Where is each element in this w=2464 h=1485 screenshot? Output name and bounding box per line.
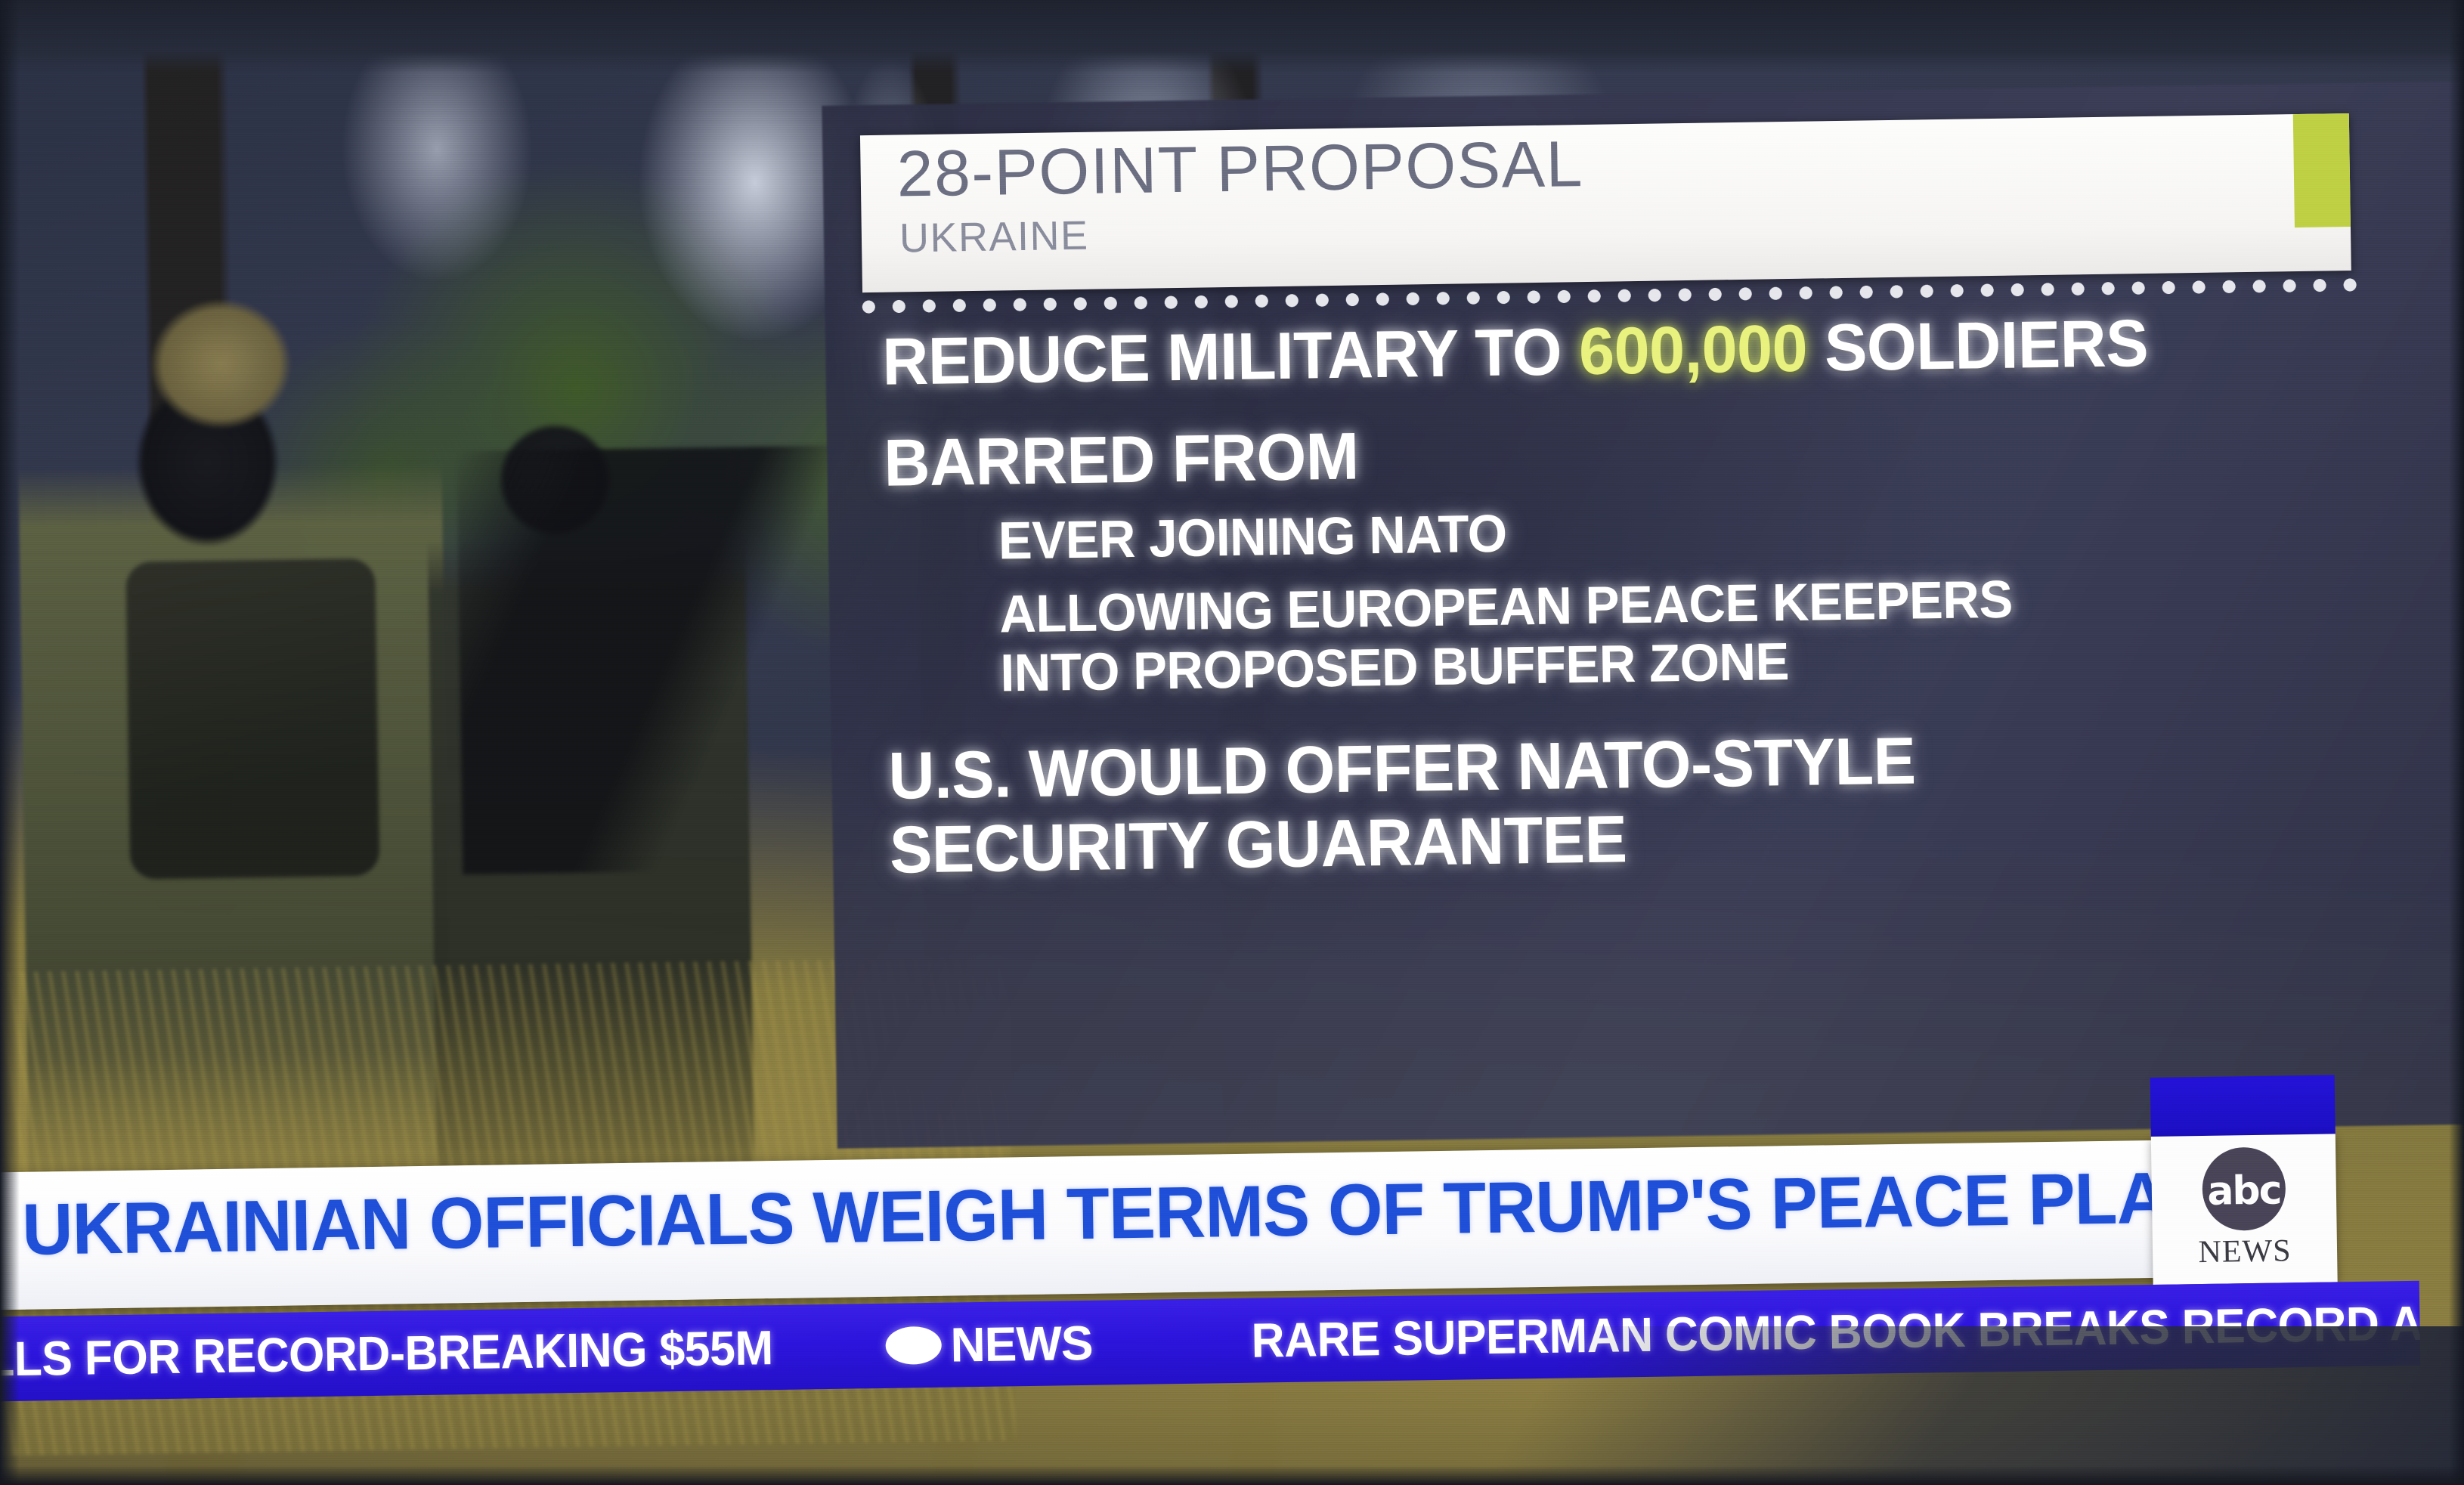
bullet-text-post: SOLDIERS (1806, 305, 2149, 385)
bullet-line: U.S. WOULD OFFER NATO-STYLE (887, 722, 1917, 813)
ticker-brand-badge: NEWS (885, 1315, 1093, 1374)
graphic-title: 28-POINT PROPOSAL (896, 128, 1584, 211)
proposal-bullet-list: REDUCE MILITARY TO 600,000 SOLDIERS BARR… (882, 302, 2402, 887)
bullet-line: BARRED FROM (883, 418, 1360, 500)
screen-bezel-top (0, 0, 2464, 73)
ticker-item: SELLS FOR RECORD-BREAKING $55M (0, 1320, 774, 1388)
screen-bezel-right (2449, 0, 2464, 1485)
screen-bezel-left (0, 0, 20, 1485)
weapon-silhouette (457, 445, 856, 875)
title-accent-block (2292, 113, 2351, 228)
bullet-line: REDUCE MILITARY TO 600,000 SOLDIERS (882, 305, 2334, 399)
ticker-spacer (1160, 1341, 1251, 1342)
network-logo: abc NEWS (2150, 1134, 2338, 1285)
screen-shadow-corner (1330, 1326, 2464, 1485)
bullet-highlight-value: 600,000 (1578, 310, 1808, 389)
lower-third-headline: UKRAINIAN OFFICIALS WEIGH TERMS OF TRUMP… (21, 1156, 2218, 1270)
graphic-subtitle: UKRAINE (899, 212, 1089, 261)
graphic-title-banner: 28-POINT PROPOSAL UKRAINE (859, 113, 2351, 293)
abc-circle-icon: abc (2202, 1146, 2286, 1232)
network-logo-word: NEWS (2198, 1233, 2292, 1270)
bullet-subline: EVER JOINING NATO (998, 503, 1508, 571)
bullet-text-pre: REDUCE MILITARY TO (881, 314, 1580, 399)
screen-bezel-bottom (0, 1465, 2464, 1485)
soldier-backpack (125, 558, 380, 880)
abc-logo-text: abc (2206, 1168, 2281, 1214)
ticker-brand-label: NEWS (949, 1315, 1094, 1372)
logo-blue-bar (2150, 1075, 2336, 1139)
abc-circle-icon (885, 1326, 942, 1365)
